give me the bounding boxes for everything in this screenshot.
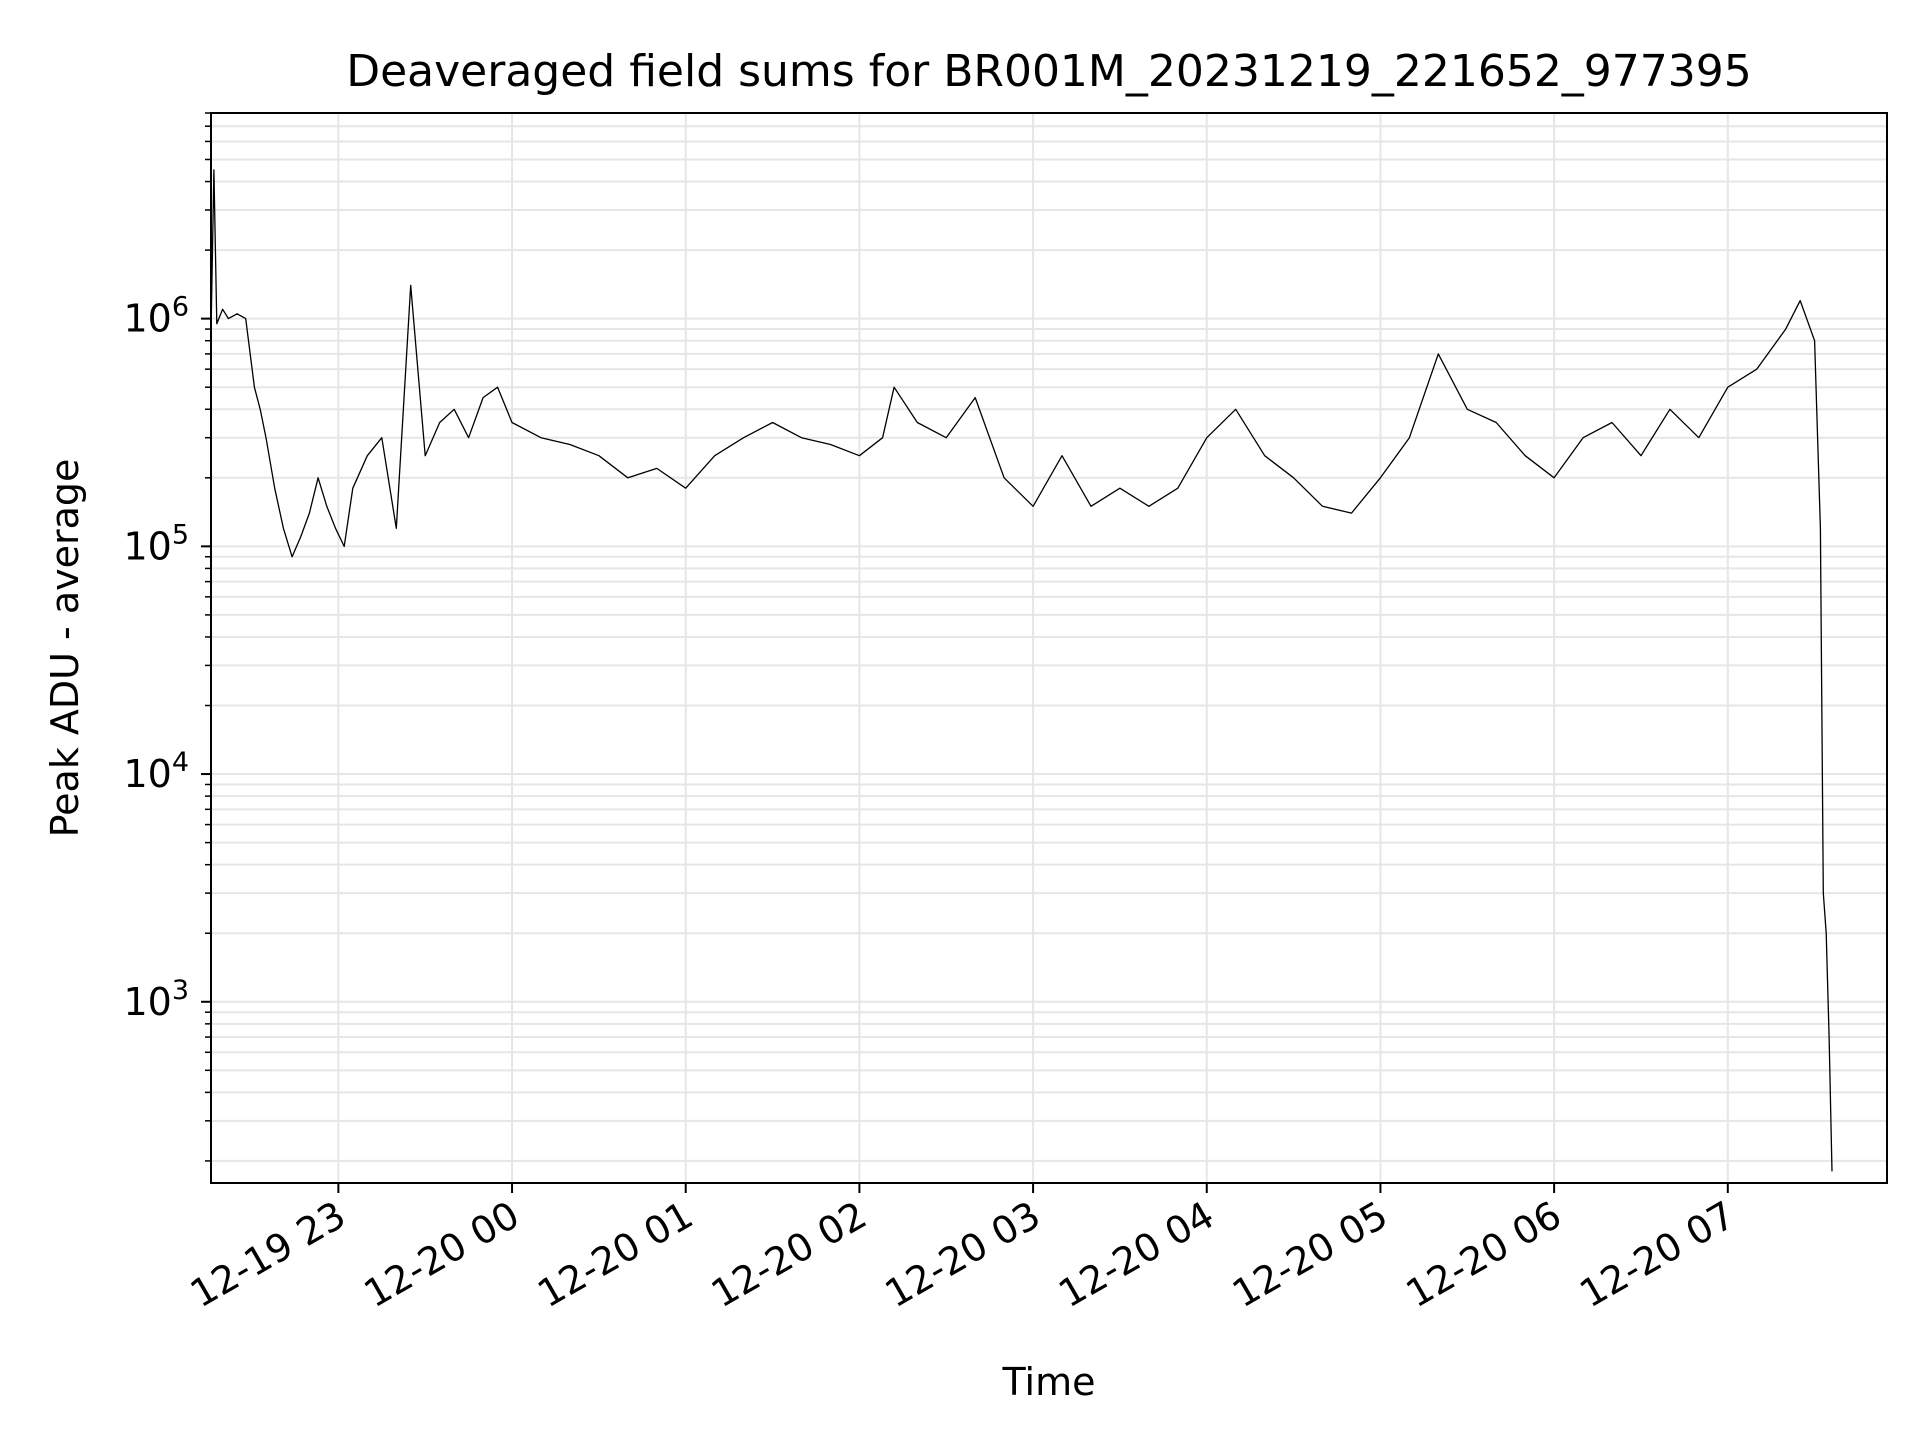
y-tick-label: 106 — [123, 292, 189, 341]
x-axis-label: Time — [1002, 1360, 1096, 1404]
y-tick-label: 104 — [123, 747, 189, 796]
y-tick-label: 105 — [123, 519, 189, 568]
chart-title: Deaveraged field sums for BR001M_2023121… — [346, 46, 1752, 97]
y-axis-ticks: 103 104 105 106 — [123, 112, 211, 1162]
y-axis-label: Peak ADU - average — [43, 459, 87, 838]
series-line — [210, 169, 1833, 1172]
plot-frame — [210, 112, 1888, 1184]
minor-gridlines — [211, 112, 1887, 1162]
major-gridlines — [211, 113, 1887, 1183]
y-tick-label: 103 — [123, 975, 189, 1024]
